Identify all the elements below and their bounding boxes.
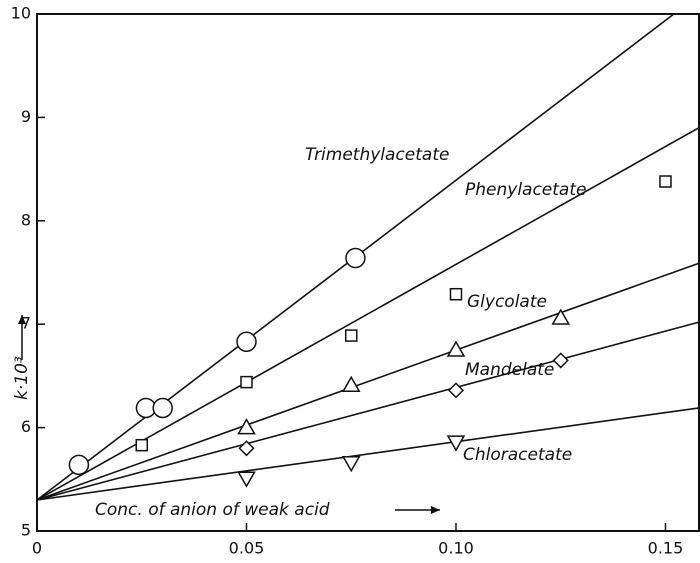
- series-label: Chloracetate: [463, 445, 572, 465]
- fit-line: [36, 262, 700, 501]
- series-label: Trimethylacetate: [305, 145, 449, 165]
- x-tick-label: 0.10: [438, 539, 474, 558]
- x-tick-label: 0.05: [229, 539, 265, 558]
- y-axis-label: k·10³: [12, 356, 32, 400]
- y-tick-label: 7: [21, 314, 31, 333]
- marker: [240, 375, 253, 389]
- marker: [449, 287, 463, 301]
- marker: [344, 329, 358, 342]
- marker: [341, 375, 361, 392]
- x-tick-label: 0: [32, 539, 42, 558]
- marker: [68, 454, 90, 476]
- series-label: Mandelate: [465, 360, 554, 380]
- y-tick-label: 9: [21, 107, 31, 126]
- fit-line: [36, 127, 700, 501]
- x-arrow-head: [431, 506, 440, 514]
- fit-line: [36, 321, 700, 501]
- y-arrow-head: [18, 315, 26, 324]
- marker: [152, 397, 173, 419]
- marker: [135, 438, 148, 452]
- marker: [236, 331, 257, 353]
- marker: [446, 435, 466, 452]
- series-label: Glycolate: [467, 292, 547, 312]
- x-tick-label: 0.15: [648, 539, 684, 558]
- marker: [345, 247, 366, 269]
- y-tick-label: 6: [21, 417, 31, 436]
- marker: [552, 352, 569, 369]
- marker: [238, 440, 255, 457]
- y-tick-label: 8: [21, 210, 31, 229]
- marker: [447, 382, 465, 399]
- marker: [237, 471, 256, 488]
- y-tick-label: 5: [21, 521, 31, 540]
- x-axis-label: Conc. of anion of weak acid: [95, 500, 330, 520]
- fit-line: [36, 407, 700, 501]
- marker: [659, 175, 672, 188]
- plot-frame: [36, 13, 700, 532]
- y-tick-label: 10: [11, 4, 31, 23]
- series-label: Phenylacetate: [465, 180, 586, 200]
- marker: [551, 308, 571, 325]
- marker: [237, 418, 256, 435]
- marker: [341, 456, 361, 473]
- marker: [446, 340, 466, 357]
